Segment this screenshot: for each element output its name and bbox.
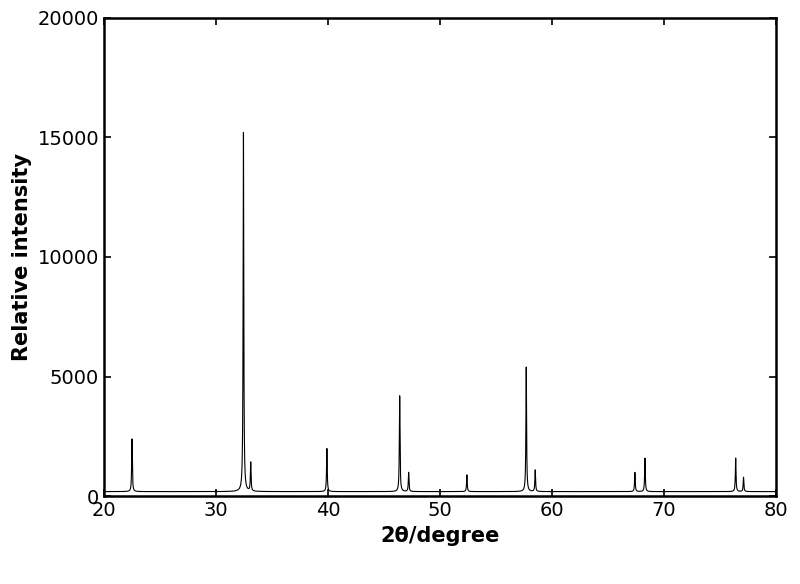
- Y-axis label: Relative intensity: Relative intensity: [12, 153, 32, 361]
- X-axis label: 2θ/degree: 2θ/degree: [380, 526, 500, 546]
